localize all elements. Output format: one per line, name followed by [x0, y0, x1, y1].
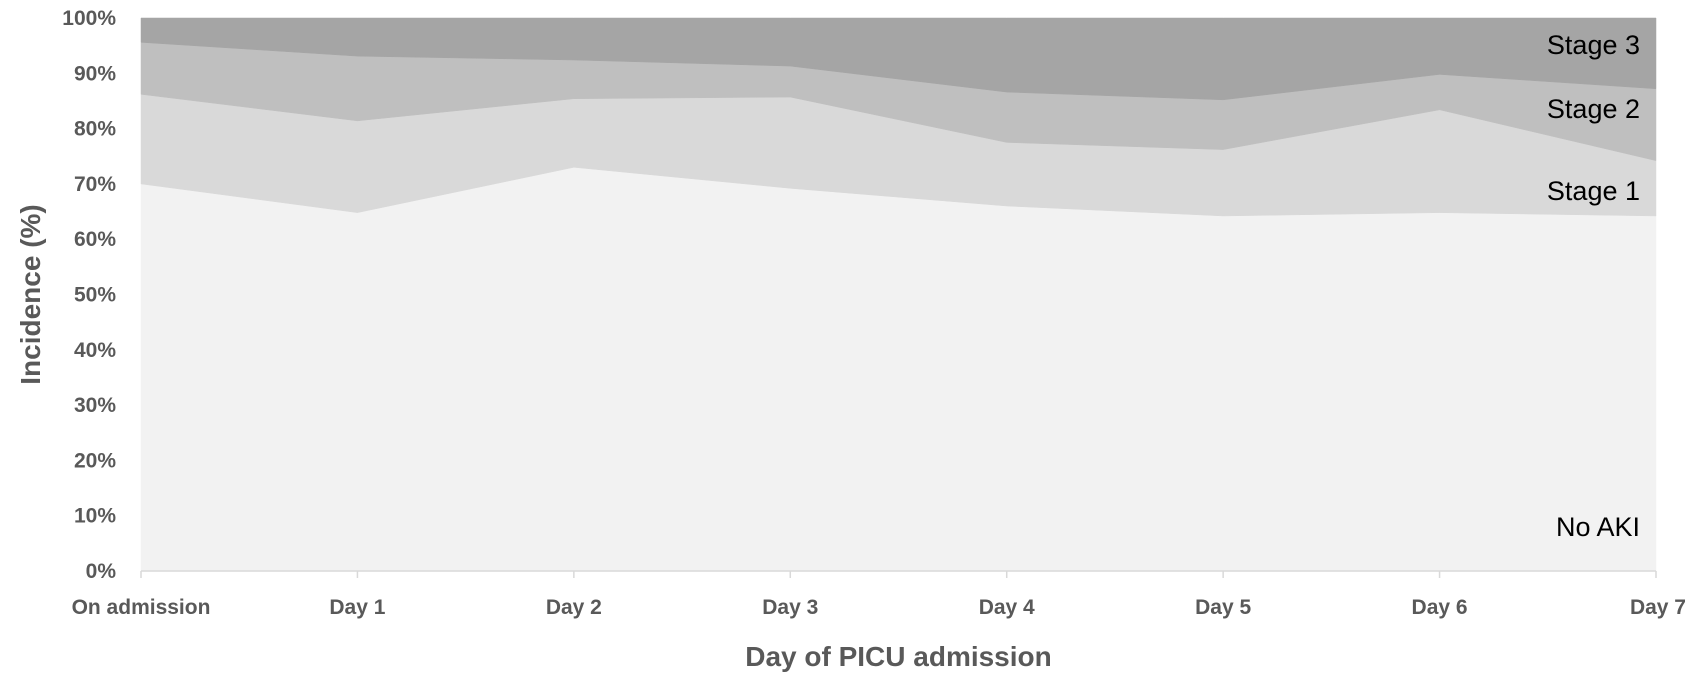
y-tick-label: 10% [74, 505, 116, 528]
y-tick-label: 100% [62, 7, 116, 30]
series-label-stage-1: Stage 1 [1547, 176, 1640, 206]
y-tick-label: 50% [74, 284, 116, 307]
area-layer [140, 17, 1657, 572]
area-series-stage-3 [140, 17, 1657, 101]
series-label-stage-2: Stage 2 [1547, 94, 1640, 124]
y-tick-label: 20% [74, 449, 116, 472]
x-tick-label: Day 1 [329, 596, 385, 619]
x-axis-title: Day of PICU admission [745, 641, 1052, 672]
x-tick-label: Day 7 [1630, 596, 1686, 619]
y-axis-title: Incidence (%) [15, 204, 46, 384]
y-tick-label: 90% [74, 62, 116, 85]
x-tick-label: Day 3 [762, 596, 818, 619]
y-tick-label: 80% [74, 118, 116, 141]
x-tick-labels: On admission Day 1 Day 2 Day 3 Day 4 Day 5 Day… [72, 596, 1686, 619]
y-tick-label: 60% [74, 228, 116, 251]
x-tick-label: Day 4 [979, 596, 1035, 619]
y-tick-label: 0% [86, 560, 117, 583]
y-tick-label: 40% [74, 339, 116, 362]
y-tick-label: 30% [74, 394, 116, 417]
y-tick-label: 70% [74, 173, 116, 196]
axes-layer [140, 570, 1657, 578]
series-label-no-aki: No AKI [1556, 512, 1640, 542]
x-tick-label: Day 6 [1412, 596, 1468, 619]
x-tick-label: Day 5 [1195, 596, 1251, 619]
y-tick-labels: 0% 10% 20% 30% 40% 50% 60% 70% 80% 90% 100% [62, 7, 116, 583]
area-series-no-aki [140, 167, 1657, 572]
x-tick-label: On admission [72, 596, 211, 619]
x-tick-label: Day 2 [546, 596, 602, 619]
series-labels: No AKI Stage 1 Stage 2 Stage 3 [1547, 30, 1640, 542]
series-label-stage-3: Stage 3 [1547, 30, 1640, 60]
